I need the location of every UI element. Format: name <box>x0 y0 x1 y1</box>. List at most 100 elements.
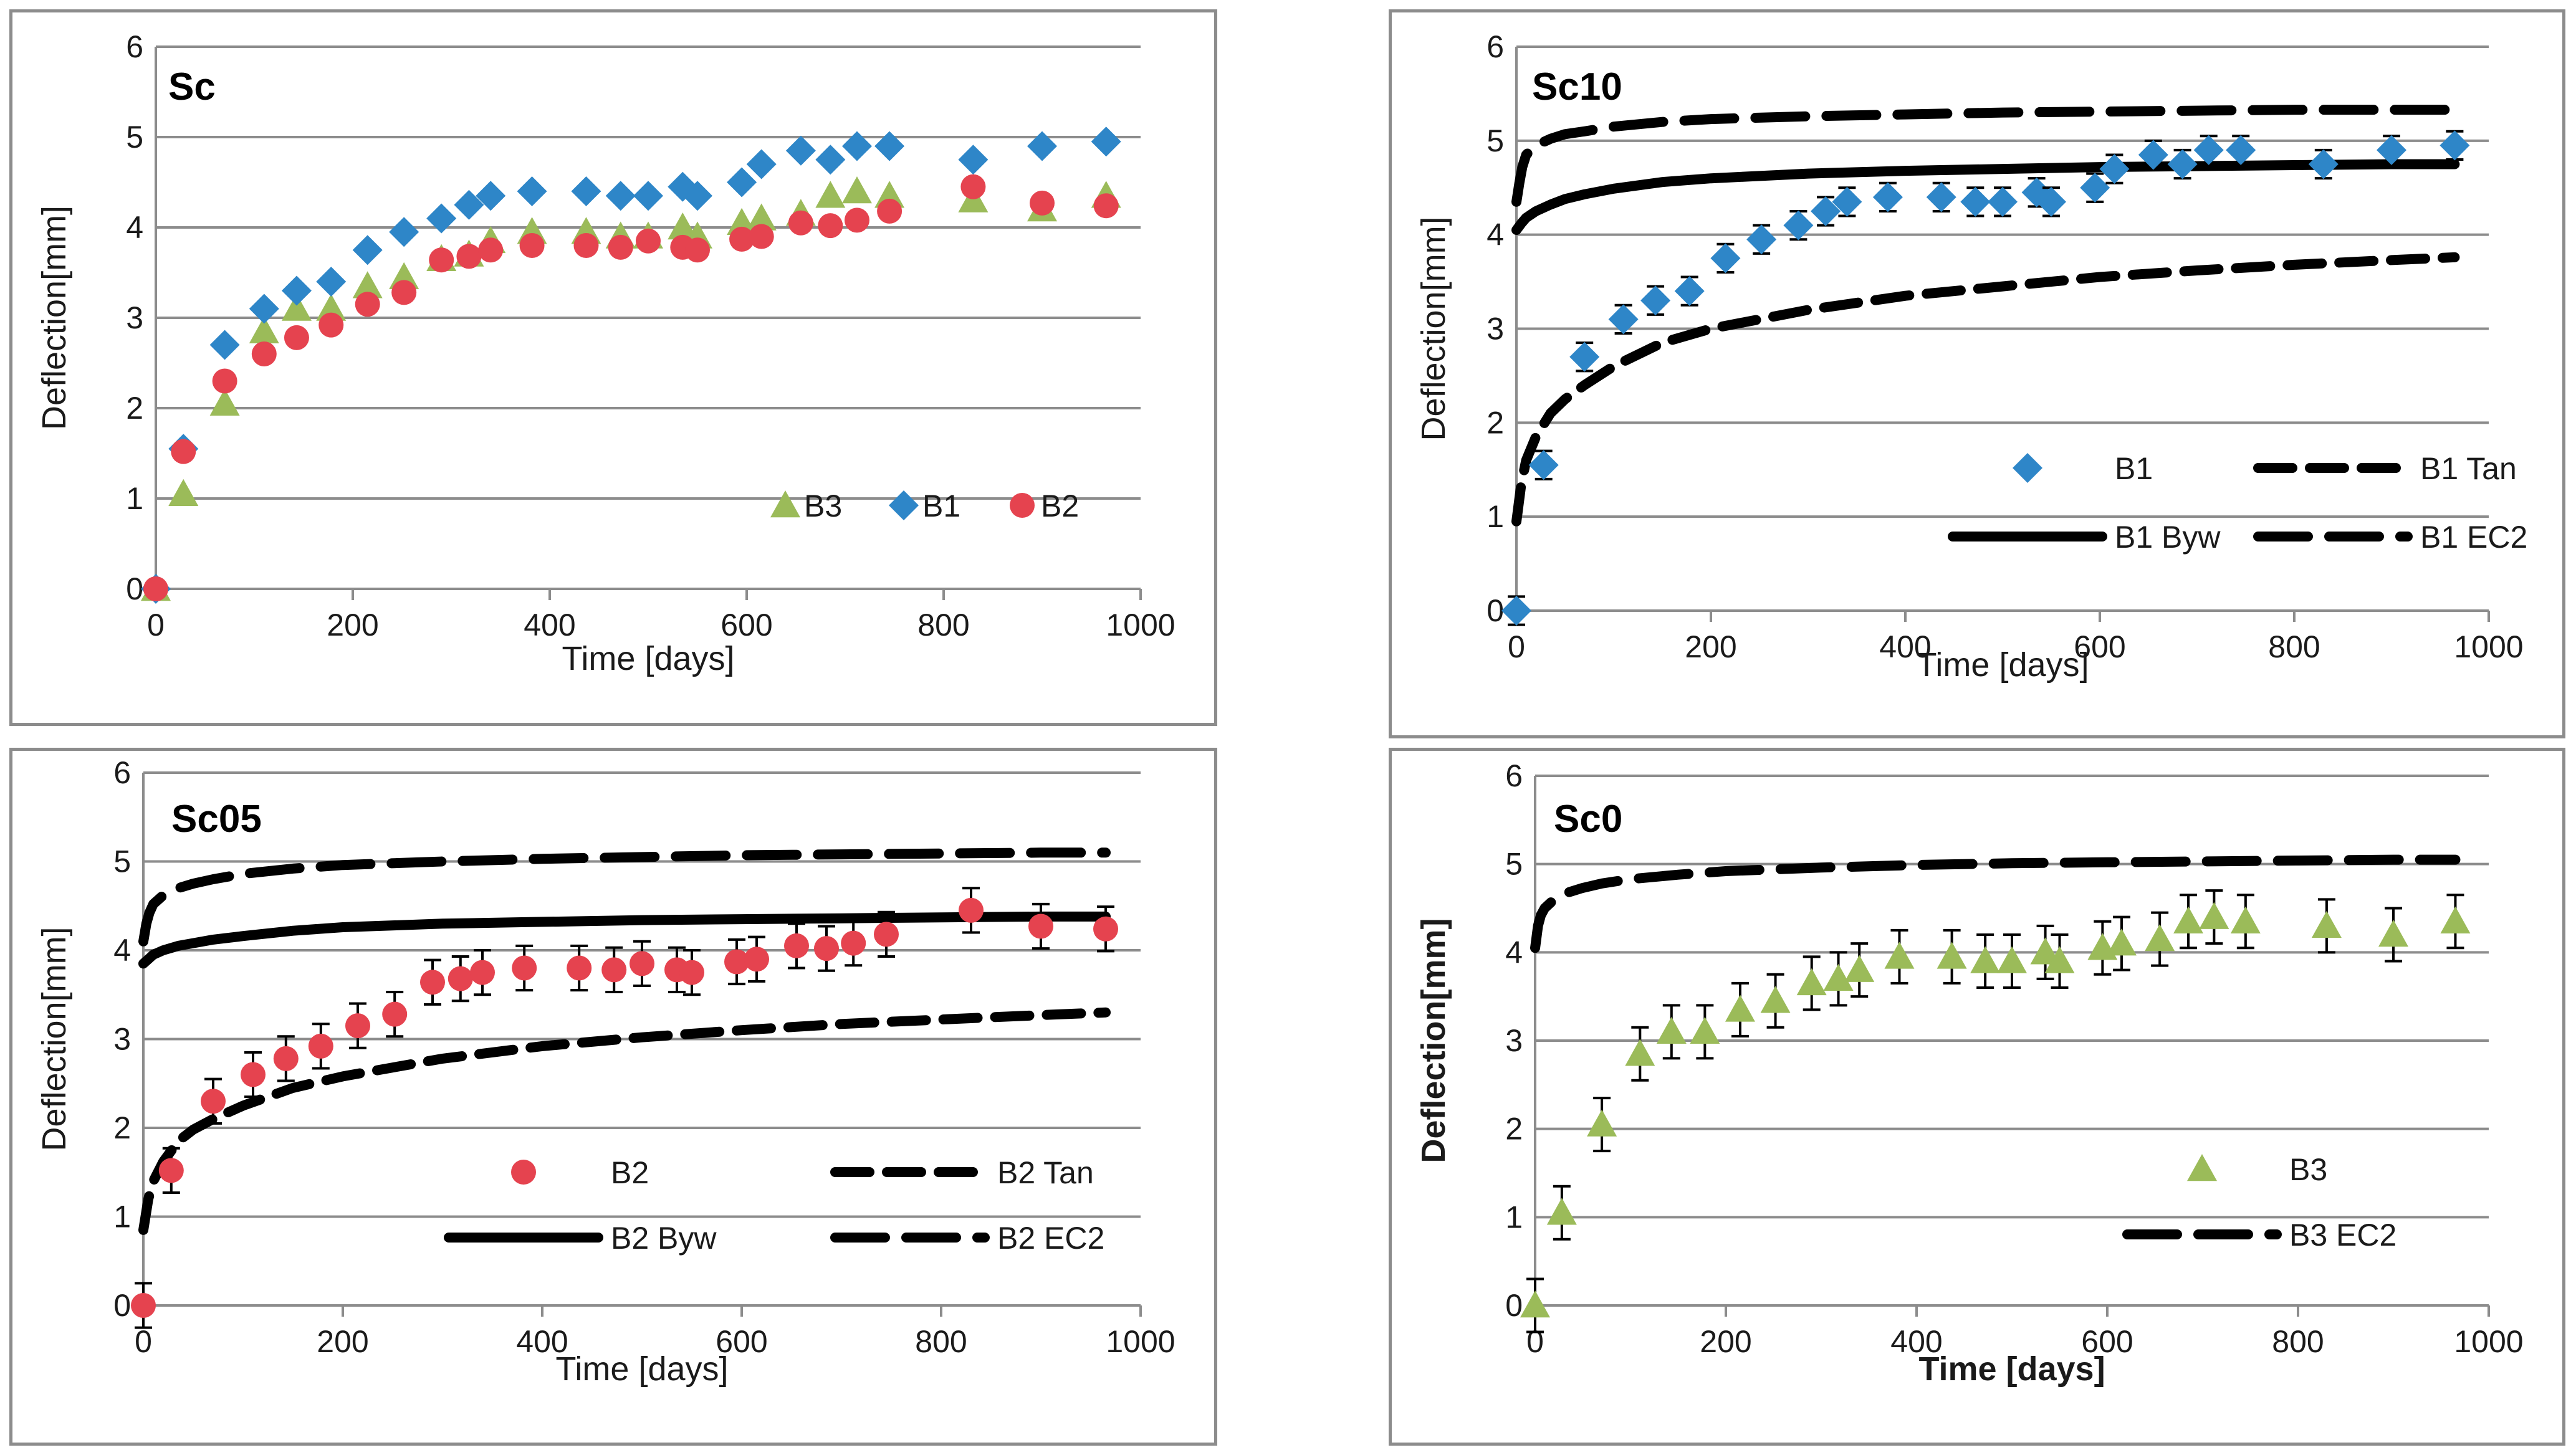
x-tick-label: 200 <box>1685 629 1736 664</box>
panel-title: Sc10 <box>1532 65 1622 108</box>
y-tick-label: 2 <box>1487 405 1504 440</box>
data-point-b3 <box>2199 902 2229 929</box>
x-tick-label: 400 <box>1890 1324 1942 1359</box>
data-point-b1 <box>1783 210 1814 241</box>
x-tick-label: 800 <box>2268 629 2320 664</box>
data-point-b3 <box>1656 1016 1687 1044</box>
data-point-b3 <box>746 203 777 231</box>
series-line-b3-ec2 <box>1530 854 2461 953</box>
data-point-b3 <box>2173 906 2204 933</box>
y-axis-title: Deflection[mm] <box>36 206 73 430</box>
data-point-b2 <box>420 970 445 995</box>
series-line-b2-byw <box>138 911 1111 969</box>
data-point-b1 <box>2226 135 2256 165</box>
data-point-b1 <box>874 131 905 161</box>
data-point-b3 <box>874 181 905 208</box>
data-point-b1 <box>1926 182 1956 212</box>
y-tick-label: 1 <box>1487 499 1504 534</box>
y-tick-label: 1 <box>113 1200 131 1234</box>
data-point-b3 <box>1625 1039 1655 1066</box>
data-point-b1 <box>1988 186 2018 217</box>
y-tick-label: 5 <box>126 120 143 155</box>
x-tick-label: 0 <box>1508 629 1525 664</box>
y-tick-label: 2 <box>113 1110 131 1145</box>
x-axis-title: Time [days] <box>562 640 734 677</box>
data-point-b2 <box>355 292 380 317</box>
chart-panel-sc10: 0 1 2 3 4 5 6 0 200 400 600 800 1000 Time [days] Defle… <box>1389 9 2565 738</box>
data-point-b2 <box>158 1158 184 1183</box>
data-point-b2 <box>729 226 755 252</box>
data-point-b3 <box>668 212 698 240</box>
legend-label: B1 <box>922 489 960 523</box>
data-point-b2 <box>470 960 495 985</box>
legend-marker-b1 <box>2013 453 2042 483</box>
data-point-b1 <box>1811 196 1841 226</box>
data-point-b2 <box>308 1033 333 1059</box>
data-point-b3 <box>2311 910 2342 938</box>
data-point-b2 <box>784 933 809 958</box>
x-tick-label: 1000 <box>1106 608 1175 642</box>
data-point-b1 <box>682 181 712 211</box>
data-point-b1 <box>1608 304 1639 335</box>
data-point-b2 <box>512 955 537 981</box>
data-point-b2 <box>959 897 984 923</box>
data-point-b2 <box>844 208 869 233</box>
x-tick-label: 600 <box>721 608 772 642</box>
data-point-b1 <box>389 217 419 247</box>
y-tick-label: 3 <box>126 300 143 335</box>
y-tick-label: 4 <box>1487 217 1504 252</box>
legend-label: B1 <box>2115 451 2153 486</box>
x-tick-label: 600 <box>2074 629 2125 664</box>
data-point-b3 <box>1970 946 2001 973</box>
x-tick-label: 600 <box>2081 1324 2133 1359</box>
data-point-b2 <box>284 325 309 350</box>
data-point-b2 <box>1093 916 1118 942</box>
data-point-b1 <box>1027 131 1057 161</box>
data-point-b2 <box>679 960 704 985</box>
legend-marker-b2 <box>1010 493 1035 518</box>
x-tick-label: 400 <box>516 1324 568 1359</box>
data-point-b1 <box>1528 450 1559 480</box>
legend-marker-b1 <box>889 490 919 520</box>
data-point-b2 <box>960 174 986 199</box>
data-point-b1 <box>605 181 636 211</box>
data-point-b2 <box>429 247 454 273</box>
data-point-b1 <box>571 176 601 206</box>
data-point-b2 <box>877 198 903 224</box>
y-tick-label: 1 <box>1505 1200 1523 1234</box>
data-point-b1 <box>2138 140 2168 170</box>
data-point-b3 <box>1760 986 1791 1013</box>
data-point-b1 <box>841 131 872 161</box>
x-tick-label: 1000 <box>2454 629 2523 664</box>
data-point-b3 <box>1884 942 1915 969</box>
data-point-b3 <box>168 479 199 506</box>
data-point-b2 <box>345 1013 370 1039</box>
data-point-b1 <box>1501 596 1531 626</box>
data-point-b3 <box>2230 906 2261 933</box>
y-tick-label: 2 <box>126 391 143 426</box>
y-tick-label: 6 <box>1487 29 1504 64</box>
data-point-b2 <box>788 210 813 236</box>
data-point-b1 <box>249 293 279 324</box>
data-point-b3 <box>389 262 419 289</box>
legend-label: B3 <box>2289 1152 2327 1187</box>
series-line-b2-tan <box>138 1007 1111 1235</box>
y-tick-label: 1 <box>126 481 143 516</box>
legend-label: B1 Byw <box>2115 520 2221 555</box>
y-axis-title: Deflection[mm] <box>36 927 73 1151</box>
data-point-b3 <box>249 316 279 343</box>
series-line-b1-tan <box>1511 252 2460 527</box>
legend-label: B2 Tan <box>997 1155 1094 1190</box>
data-point-b1 <box>633 181 663 211</box>
data-point-b2 <box>1030 190 1055 216</box>
data-point-b3 <box>2440 906 2471 933</box>
data-point-b1 <box>2021 177 2052 208</box>
y-tick-label: 6 <box>113 755 131 790</box>
data-point-b2 <box>478 237 504 263</box>
data-point-b2 <box>685 237 710 263</box>
data-point-b1 <box>746 149 777 179</box>
legend-label: B2 <box>1041 489 1079 523</box>
series-line-b2-ec2 <box>138 847 1111 947</box>
y-tick-label: 5 <box>1505 847 1523 882</box>
